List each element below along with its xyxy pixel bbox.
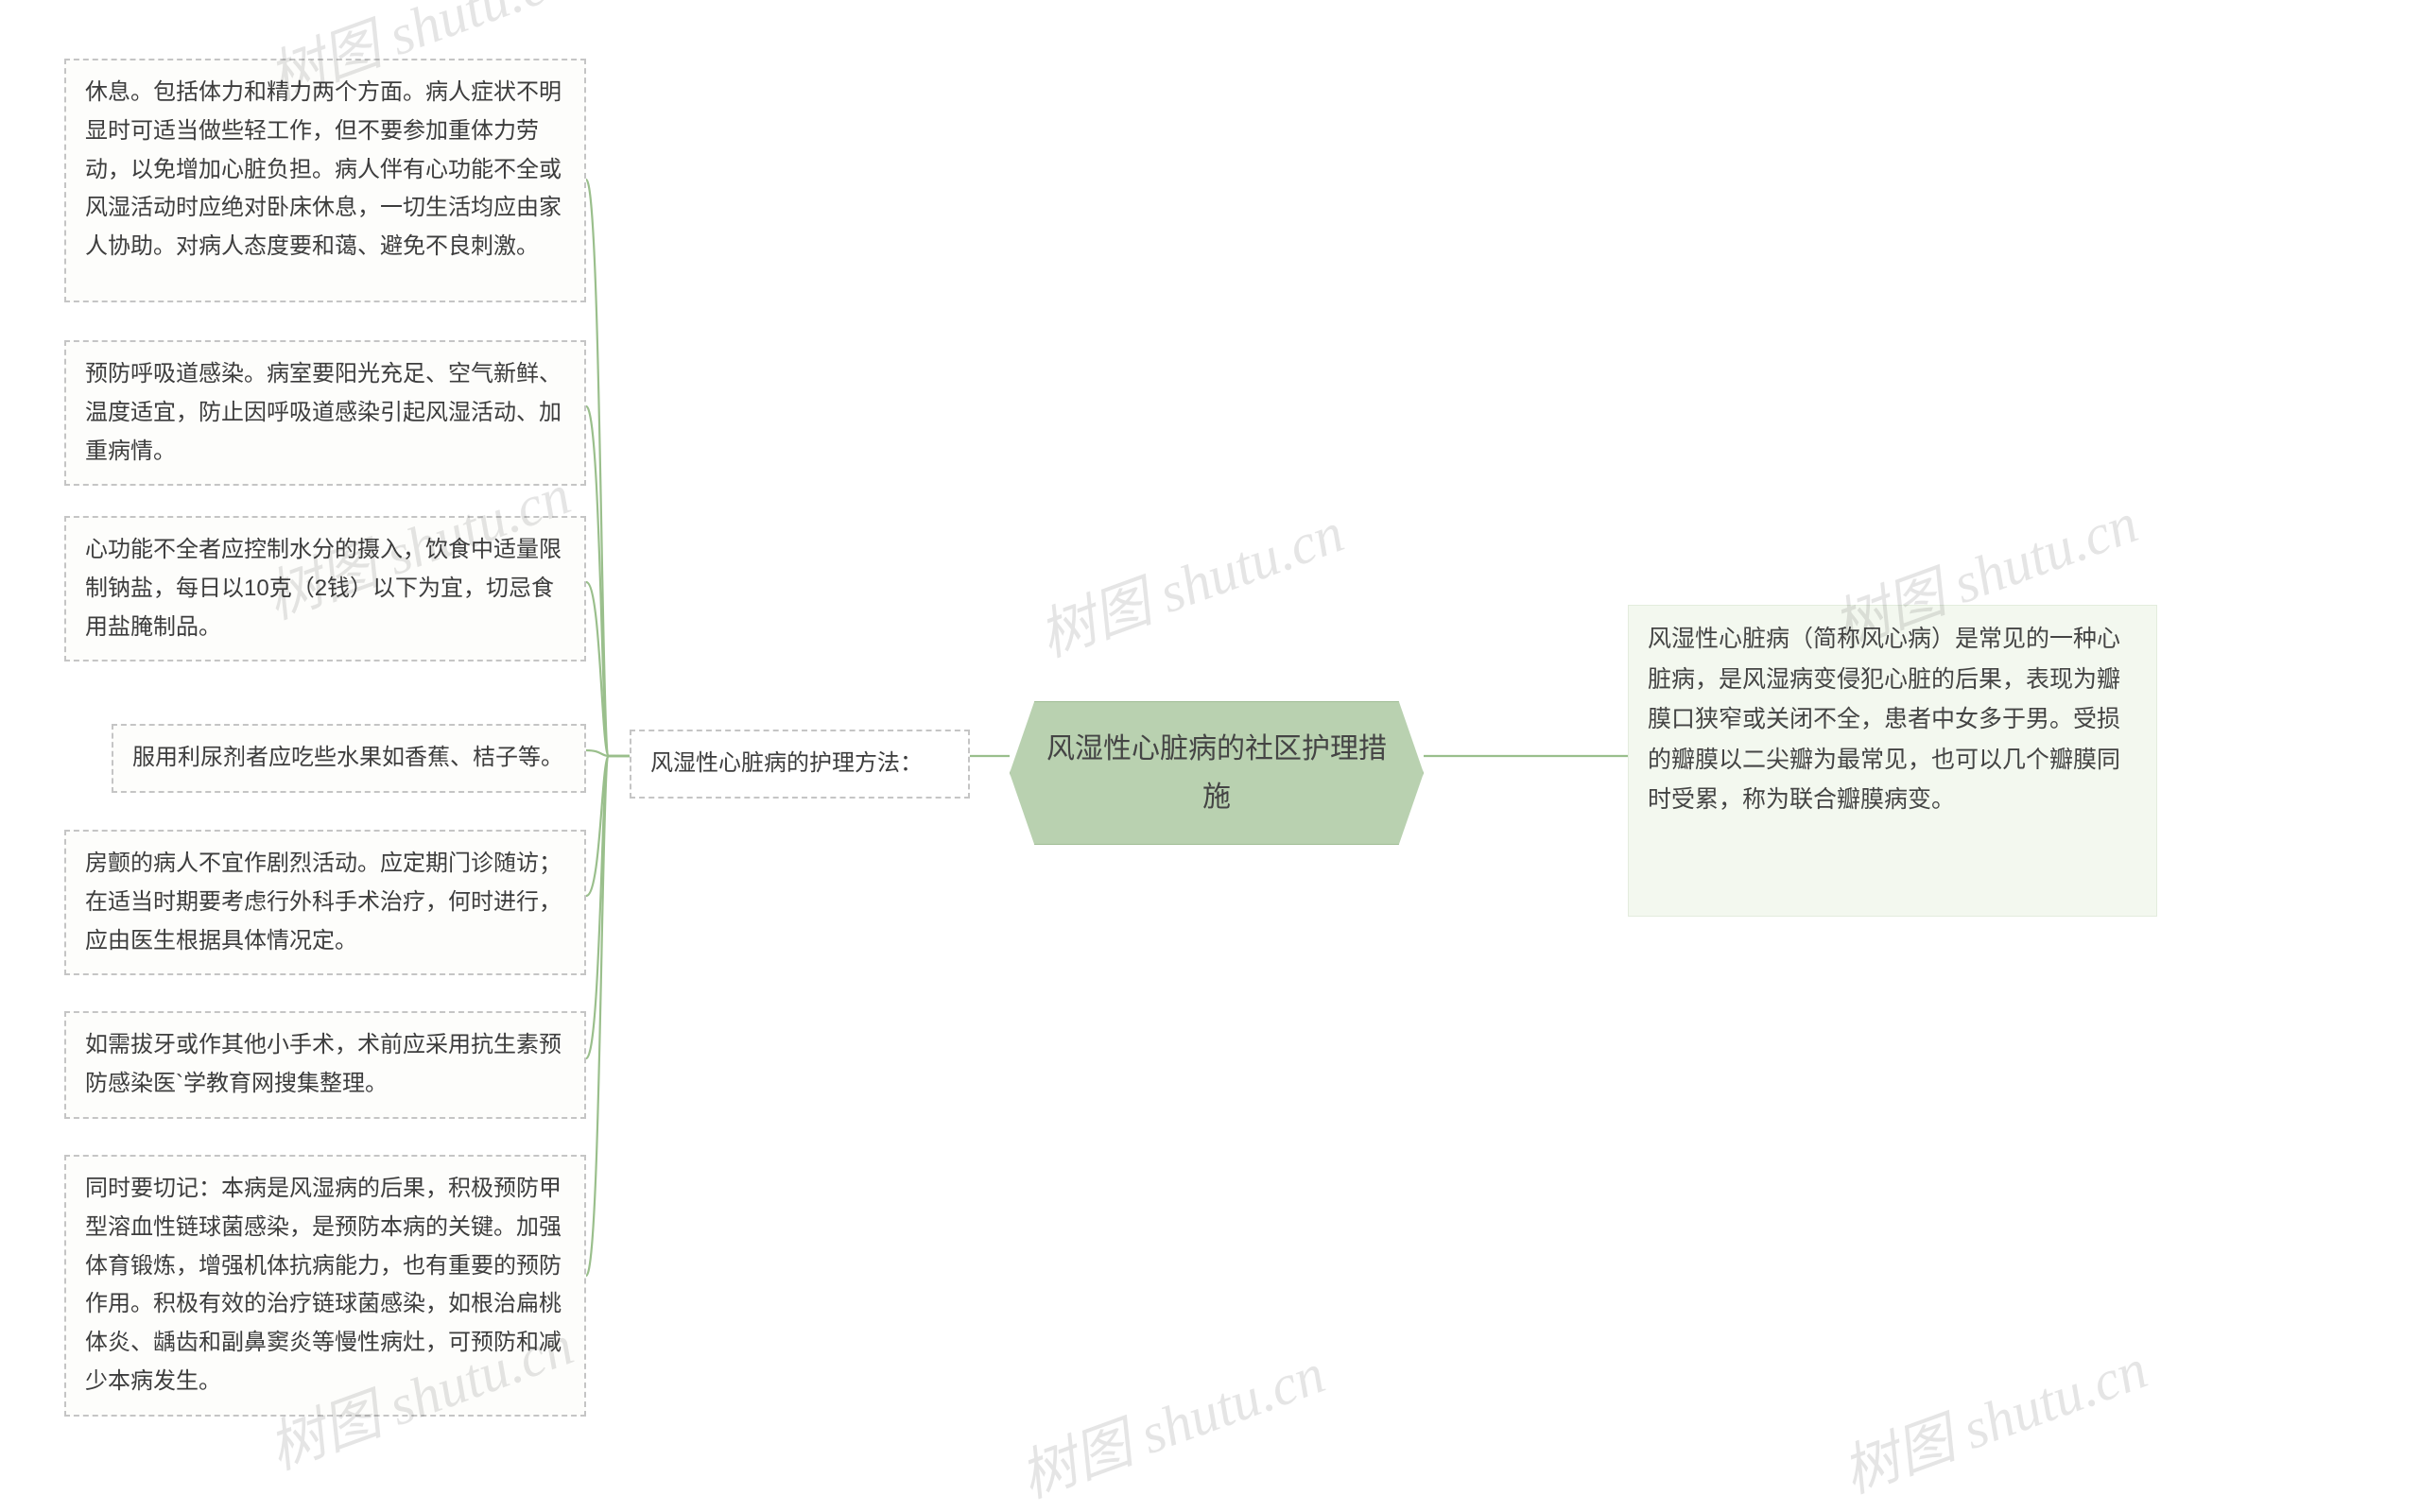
mindmap-canvas: 风湿性心脏病的社区护理措施 风湿性心脏病（简称风心病）是常见的一种心脏病，是风湿… [0,0,2420,1512]
leaf-text: 房颤的病人不宜作剧烈活动。应定期门诊随访；在适当时期要考虑行外科手术治疗，何时进… [85,850,562,954]
right-description-node[interactable]: 风湿性心脏病（简称风心病）是常见的一种心脏病，是风湿病变侵犯心脏的后果，表现为瓣… [1628,605,2157,917]
leaf-node[interactable]: 心功能不全者应控制水分的摄入，饮食中适量限制钠盐，每日以10克（2钱）以下为宜，… [64,516,586,662]
right-description-text: 风湿性心脏病（简称风心病）是常见的一种心脏病，是风湿病变侵犯心脏的后果，表现为瓣… [1648,626,2120,813]
leaf-text: 预防呼吸道感染。病室要阳光充足、空气新鲜、温度适宜，防止因呼吸道感染引起风湿活动… [85,361,562,464]
connector-line [586,750,630,756]
leaf-node[interactable]: 服用利尿剂者应吃些水果如香蕉、桔子等。 [112,724,586,793]
left-branch-label: 风湿性心脏病的护理方法： [650,750,923,776]
watermark-text: 树图 shutu.cn [1829,1323,2156,1509]
leaf-text: 服用利尿剂者应吃些水果如香蕉、桔子等。 [132,745,563,770]
leaf-node[interactable]: 房颤的病人不宜作剧烈活动。应定期门诊随访；在适当时期要考虑行外科手术治疗，何时进… [64,830,586,975]
leaf-node[interactable]: 预防呼吸道感染。病室要阳光充足、空气新鲜、温度适宜，防止因呼吸道感染引起风湿活动… [64,340,586,486]
leaf-node[interactable]: 休息。包括体力和精力两个方面。病人症状不明显时可适当做些轻工作，但不要参加重体力… [64,59,586,302]
root-node[interactable]: 风湿性心脏病的社区护理措施 [1010,701,1424,845]
connector-line [586,756,630,1058]
leaf-node[interactable]: 如需拔牙或作其他小手术，术前应采用抗生素预防感染医`学教育网搜集整理。 [64,1011,586,1119]
connector-line [586,756,630,896]
connector-line [586,582,630,756]
leaf-text: 休息。包括体力和精力两个方面。病人症状不明显时可适当做些轻工作，但不要参加重体力… [85,79,562,259]
leaf-text: 如需拔牙或作其他小手术，术前应采用抗生素预防感染医`学教育网搜集整理。 [85,1032,562,1096]
connector-line [586,756,630,1276]
connector-line [586,406,630,756]
root-title: 风湿性心脏病的社区护理措施 [1046,733,1387,813]
watermark-text: 树图 shutu.cn [1026,487,1353,673]
connector-line [586,180,630,756]
left-branch-node[interactable]: 风湿性心脏病的护理方法： [630,730,970,799]
leaf-text: 心功能不全者应控制水分的摄入，饮食中适量限制钠盐，每日以10克（2钱）以下为宜，… [85,537,562,640]
leaf-node[interactable]: 同时要切记：本病是风湿病的后果，积极预防甲型溶血性链球菌感染，是预防本病的关键。… [64,1155,586,1417]
leaf-text: 同时要切记：本病是风湿病的后果，积极预防甲型溶血性链球菌感染，是预防本病的关键。… [85,1176,562,1394]
watermark-text: 树图 shutu.cn [1007,1328,1334,1512]
